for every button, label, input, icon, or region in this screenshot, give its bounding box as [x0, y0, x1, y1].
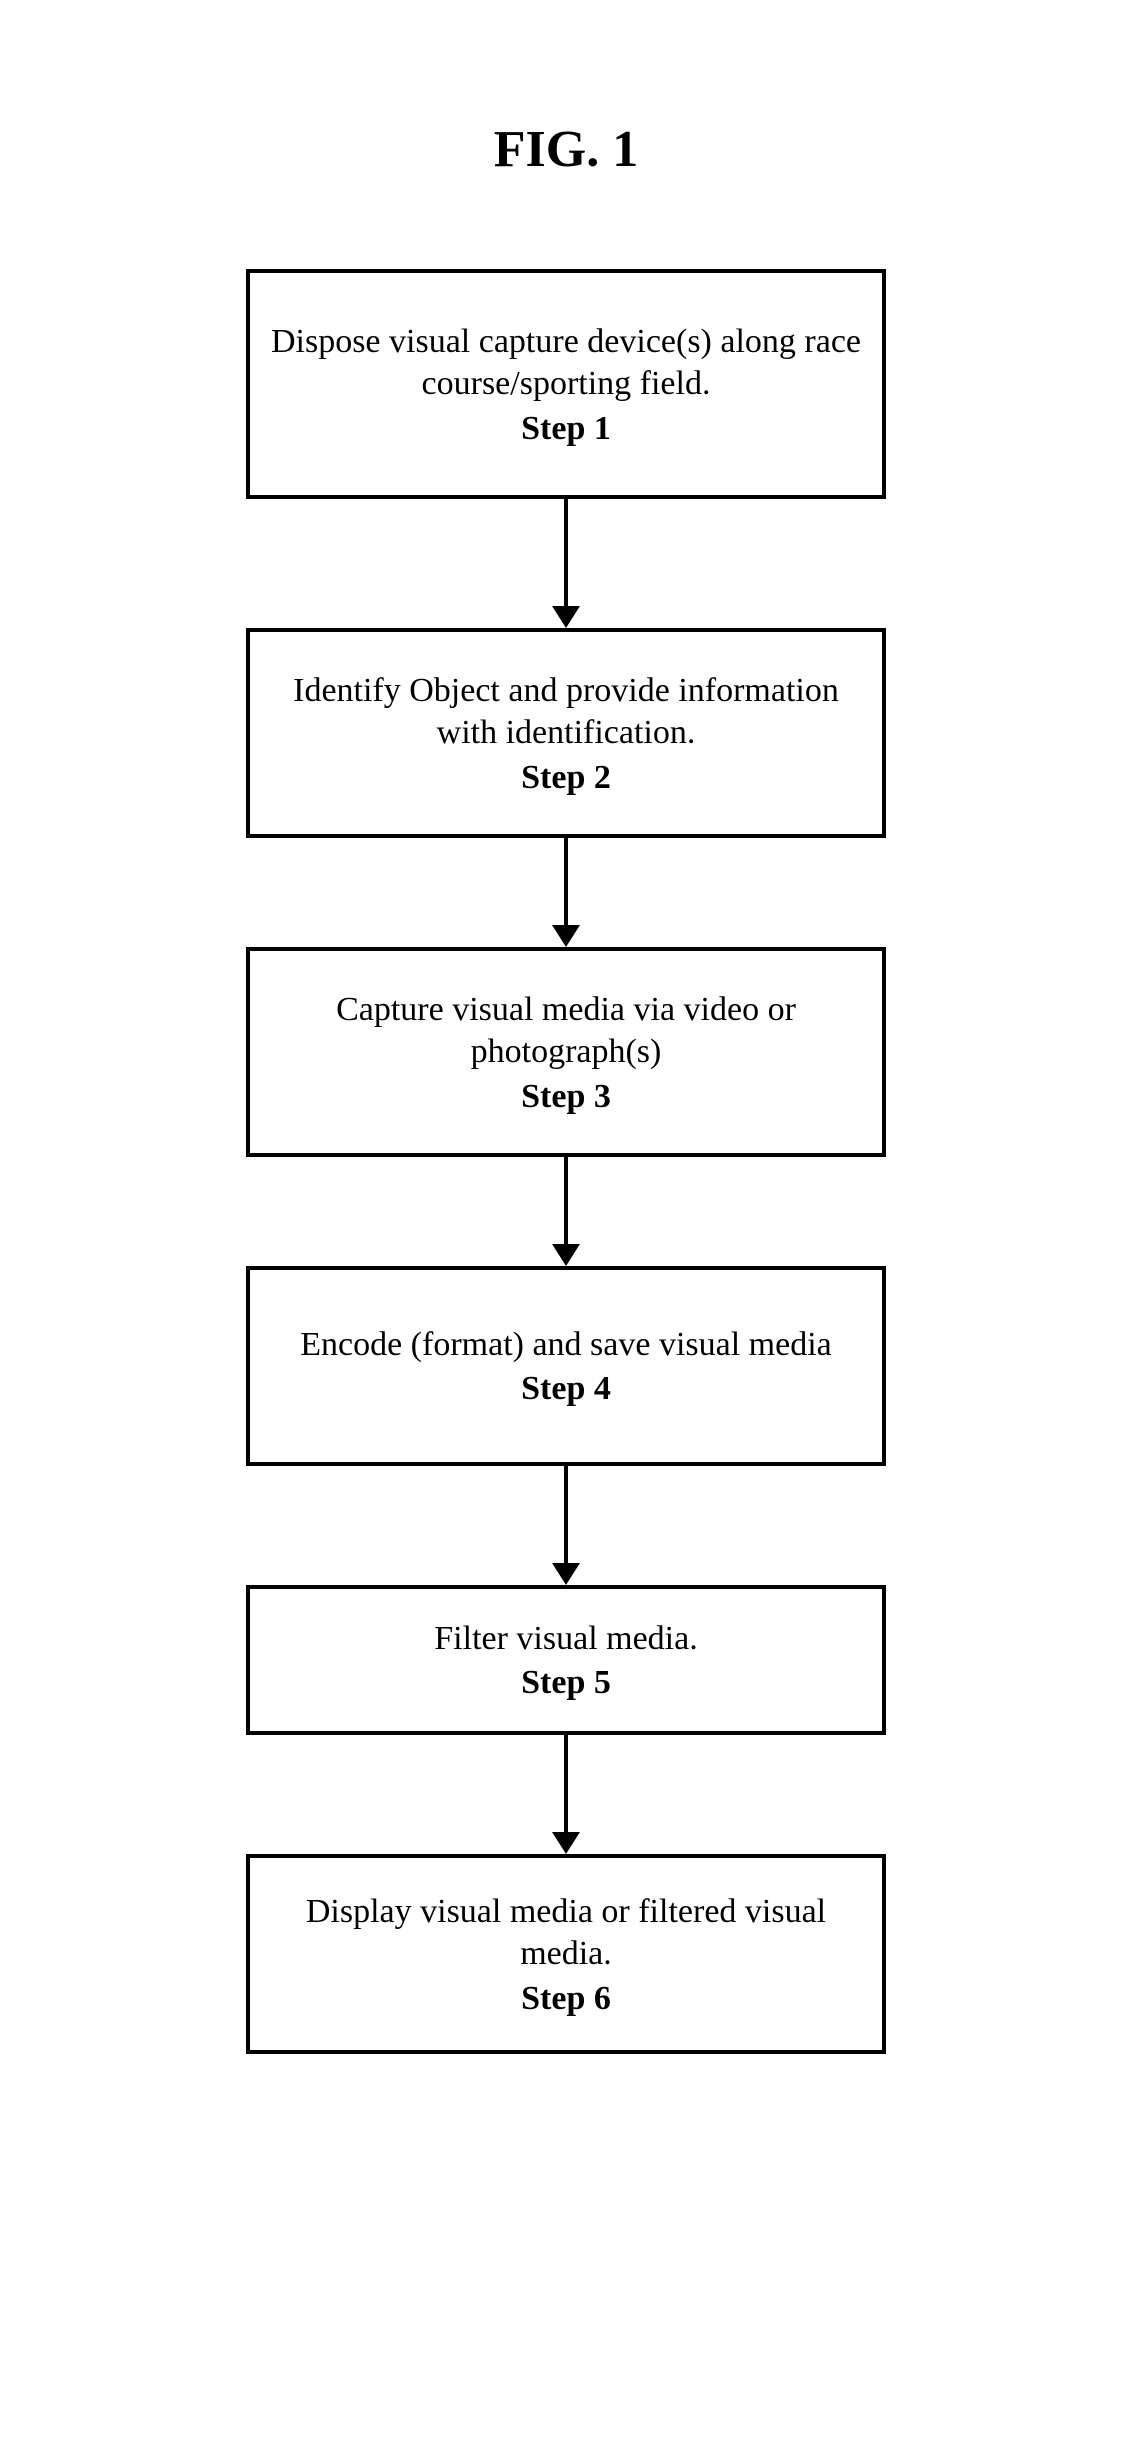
flow-node-step: Step 2 [270, 759, 862, 797]
flow-node-step: Step 3 [270, 1078, 862, 1116]
flow-node-desc: Filter visual media. [270, 1618, 862, 1661]
flow-node: Filter visual media.Step 5 [246, 1585, 886, 1735]
flow-arrow-shaft [564, 838, 568, 926]
flow-arrow [552, 1735, 580, 1854]
figure-title: FIG. 1 [0, 120, 1132, 179]
flow-node-desc: Dispose visual capture device(s) along r… [270, 321, 862, 406]
flow-node: Capture visual media via video or photog… [246, 947, 886, 1157]
flowchart: Dispose visual capture device(s) along r… [0, 269, 1132, 2054]
flow-arrow-head-icon [552, 1244, 580, 1266]
flow-node: Dispose visual capture device(s) along r… [246, 269, 886, 499]
flow-node-desc: Capture visual media via video or photog… [270, 989, 862, 1074]
flow-node-desc: Display visual media or filtered visual … [270, 1891, 862, 1976]
flow-arrow [552, 1466, 580, 1585]
flow-arrow [552, 499, 580, 628]
figure-page: FIG. 1 Dispose visual capture device(s) … [0, 0, 1132, 2054]
flow-arrow [552, 838, 580, 947]
flow-node-desc: Identify Object and provide information … [270, 670, 862, 755]
flow-arrow [552, 1157, 580, 1266]
flow-node-step: Step 4 [270, 1370, 862, 1408]
flow-arrow-shaft [564, 1735, 568, 1833]
flow-node: Display visual media or filtered visual … [246, 1854, 886, 2054]
flow-node-step: Step 1 [270, 410, 862, 448]
flow-node-desc: Encode (format) and save visual media [270, 1324, 862, 1367]
flow-arrow-shaft [564, 499, 568, 607]
flow-arrow-shaft [564, 1466, 568, 1564]
flow-arrow-shaft [564, 1157, 568, 1245]
flow-arrow-head-icon [552, 1832, 580, 1854]
flow-arrow-head-icon [552, 925, 580, 947]
flow-arrow-head-icon [552, 1563, 580, 1585]
flow-node: Identify Object and provide information … [246, 628, 886, 838]
flow-node-step: Step 5 [270, 1664, 862, 1702]
flow-arrow-head-icon [552, 606, 580, 628]
flow-node-step: Step 6 [270, 1980, 862, 2018]
flow-node: Encode (format) and save visual mediaSte… [246, 1266, 886, 1466]
